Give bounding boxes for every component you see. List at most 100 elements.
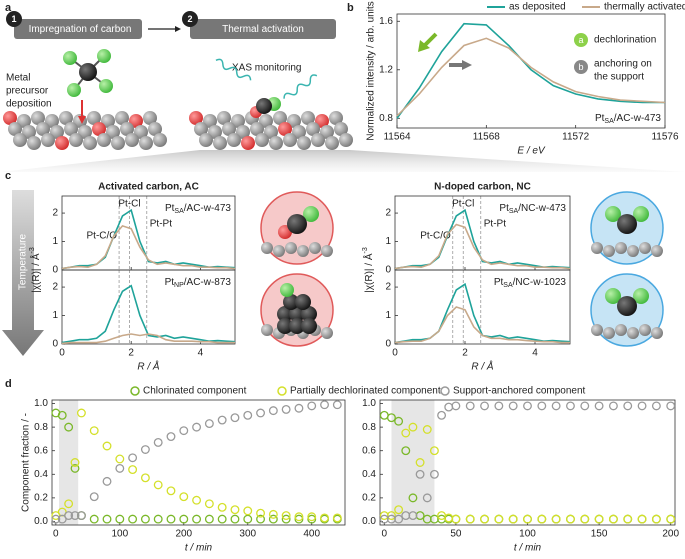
data-point	[594, 401, 604, 411]
y-tick-label: 1	[52, 236, 58, 247]
data-point	[394, 505, 404, 515]
carbon-atom	[222, 122, 236, 136]
carbon-atom	[241, 136, 255, 150]
carbon-atom	[8, 122, 22, 136]
series-line	[61, 284, 236, 344]
y-tick-label: 0.6	[362, 445, 376, 456]
y-tick-label: 0.2	[362, 493, 376, 504]
sample-main: Pt	[499, 203, 509, 214]
data-point	[387, 413, 396, 423]
x-tick-label: 100	[519, 529, 536, 540]
shaded-range	[59, 400, 79, 525]
carbon-atom	[120, 122, 134, 136]
data-point	[451, 401, 461, 411]
y-tick-label: 1	[385, 310, 391, 321]
data-point	[444, 402, 454, 412]
data-point	[192, 495, 202, 505]
x-tick-label: 2	[128, 348, 134, 359]
y-axis-label: |χ(R)| / Å-3	[362, 247, 375, 293]
data-point	[230, 514, 240, 524]
x-tick-label: 0	[53, 529, 59, 540]
data-point	[537, 514, 547, 524]
carbon-atom	[591, 324, 603, 336]
temperature-label: Temperature	[18, 233, 29, 290]
legend-label: as deposited	[509, 2, 566, 13]
data-point	[651, 514, 661, 524]
carbon-atom	[41, 133, 55, 147]
series-line	[394, 306, 570, 344]
carbon-atom	[236, 125, 250, 139]
x-tick-label: 200	[175, 529, 192, 540]
carbon-atom	[92, 122, 106, 136]
carbon-atom	[639, 324, 651, 336]
plot-frame	[61, 269, 236, 345]
step-box	[14, 19, 142, 39]
sample-sub: SA	[604, 118, 614, 125]
y-tick-label: 0.2	[34, 493, 48, 504]
data-point	[153, 480, 163, 490]
data-point	[64, 511, 74, 521]
precursor-label: Metal	[6, 73, 30, 84]
carbon-atom	[203, 114, 217, 128]
step-label: Thermal activation	[222, 24, 304, 35]
y-tick-label: 1.2	[379, 64, 393, 75]
carbon-atom	[651, 327, 663, 339]
data-point	[281, 511, 291, 521]
data-point	[523, 401, 532, 411]
x-tick-label: 11572	[562, 132, 590, 143]
pt-atom	[277, 306, 293, 322]
sample-sub: NP	[174, 282, 184, 289]
carbon-atom	[227, 133, 241, 147]
carbon-atom	[651, 245, 663, 257]
y-tick-label: 0.4	[34, 469, 48, 480]
carbon-atom	[129, 114, 143, 128]
data-point	[332, 400, 342, 410]
data-point	[608, 401, 618, 411]
series-line	[61, 333, 235, 345]
x-tick-label: 400	[303, 529, 320, 540]
data-point	[268, 509, 278, 519]
carbon-atom	[627, 245, 639, 257]
data-point	[76, 408, 86, 418]
carbon-atom	[148, 122, 162, 136]
plot-frame	[396, 13, 666, 129]
cl-atom	[605, 288, 621, 304]
data-point	[566, 401, 575, 411]
cl-atom	[605, 206, 621, 222]
reference-label: Pt-Pt	[484, 219, 506, 230]
x-tick-label: 300	[239, 529, 256, 540]
data-point	[537, 401, 547, 411]
x-tick-label: 4	[532, 348, 538, 359]
step-badge	[6, 11, 22, 27]
sample-sub: SA	[174, 208, 184, 215]
data-point	[480, 401, 489, 411]
data-point	[551, 401, 561, 411]
data-point	[128, 453, 138, 463]
xas-label: XAS monitoring	[232, 63, 301, 74]
data-point	[192, 514, 202, 524]
carbon-atom	[125, 133, 139, 147]
carbon-atom	[50, 125, 64, 139]
data-point	[115, 514, 125, 524]
carbon-atom	[297, 136, 311, 150]
data-point	[115, 454, 125, 464]
data-point	[523, 514, 532, 524]
data-point	[494, 401, 504, 411]
data-point	[256, 508, 266, 518]
step-badge	[182, 11, 198, 27]
carbon-atom	[261, 242, 273, 254]
data-point	[415, 469, 425, 479]
carbon-slabs	[3, 111, 353, 150]
data-point	[268, 406, 278, 416]
data-point	[102, 514, 112, 524]
carbon-atom	[287, 114, 301, 128]
data-point	[76, 511, 86, 521]
series-line	[396, 22, 665, 119]
data-point	[230, 505, 240, 515]
data-point	[401, 428, 411, 438]
carbon-atom	[134, 125, 148, 139]
y-axis-label-main: |χ(R)| / Å	[29, 253, 42, 293]
carbon-atom	[292, 125, 306, 139]
carbon-atom	[285, 242, 297, 254]
y-tick-label: 0	[385, 339, 391, 350]
